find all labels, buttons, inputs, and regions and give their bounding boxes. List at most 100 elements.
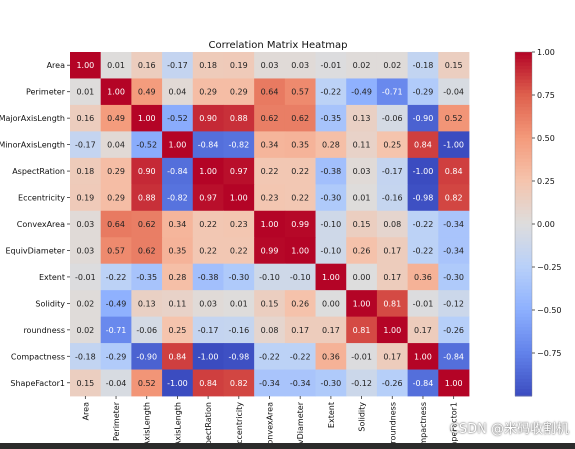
heatmap-cell xyxy=(223,210,255,238)
heatmap-cell xyxy=(315,104,347,132)
cell-value-label: 0.01 xyxy=(353,194,371,203)
heatmap-cell xyxy=(315,290,347,318)
cell-value-label: 0.28 xyxy=(322,141,340,150)
heatmap-cell xyxy=(100,316,132,344)
heatmap-cell xyxy=(100,131,132,159)
colorbar-segment xyxy=(515,258,532,263)
cell-value-label: -0.52 xyxy=(136,141,157,150)
heatmap-cell xyxy=(438,263,470,291)
colorbar-segment xyxy=(515,168,532,173)
heatmap-cell xyxy=(254,237,286,265)
cell-value-label: 0.01 xyxy=(230,299,248,308)
cell-value-label: 0.11 xyxy=(169,299,187,308)
heatmap-cell xyxy=(192,184,224,212)
heatmap-cell xyxy=(284,210,316,238)
colorbar-segment xyxy=(515,213,532,218)
heatmap-cell xyxy=(346,78,378,106)
cell-value-label: 1.00 xyxy=(445,379,463,388)
y-tick-label: Area xyxy=(47,61,66,70)
heatmap-cell xyxy=(284,316,316,344)
cell-value-label: 0.84 xyxy=(169,352,187,361)
heatmap-cell xyxy=(284,78,316,106)
heatmap-cell xyxy=(100,237,132,265)
colorbar-segment xyxy=(515,107,532,111)
cell-value-label: -0.84 xyxy=(413,379,434,388)
colorbar-segment xyxy=(515,165,532,170)
y-tick-label: Perimeter xyxy=(26,88,66,97)
heatmap-cell xyxy=(407,316,439,344)
cell-value-label: 1.00 xyxy=(199,167,217,176)
colorbar-segment xyxy=(515,155,532,160)
x-tick-label: ShapeFactor1 xyxy=(450,402,459,449)
heatmap-cell xyxy=(131,263,163,291)
cell-value-label: -0.34 xyxy=(290,379,311,388)
colorbar-tick-label: −0.50 xyxy=(537,306,562,315)
heatmap-cell xyxy=(131,290,163,318)
cell-value-label: 0.88 xyxy=(230,114,248,123)
cell-value-label: -0.30 xyxy=(321,379,342,388)
colorbar-segment xyxy=(515,241,532,246)
heatmap-cell xyxy=(223,316,255,344)
heatmap-cell xyxy=(376,157,409,185)
colorbar-segment xyxy=(515,279,532,283)
cell-value-label: 0.29 xyxy=(107,194,125,203)
cell-value-label: 0.34 xyxy=(169,220,187,229)
cell-value-label: -0.01 xyxy=(321,61,342,70)
cell-value-label: 0.57 xyxy=(291,88,309,97)
cell-value-label: -0.22 xyxy=(106,273,127,282)
cell-value-label: 0.52 xyxy=(445,114,463,123)
heatmap-cell xyxy=(315,184,347,212)
cell-value-label: 0.29 xyxy=(199,88,217,97)
cell-value-label: 0.22 xyxy=(199,220,217,229)
cell-value-label: 0.90 xyxy=(199,114,217,123)
heatmap-cell xyxy=(346,263,378,291)
cell-value-label: 0.19 xyxy=(76,194,94,203)
heatmap-cell xyxy=(284,52,316,79)
colorbar-segment xyxy=(515,52,532,56)
heatmap-cell xyxy=(254,104,286,132)
colorbar-segment xyxy=(515,337,532,342)
cell-value-label: -0.29 xyxy=(106,352,127,361)
colorbar-segment xyxy=(515,282,532,287)
heatmap-cell xyxy=(376,104,409,132)
cell-value-label: 0.97 xyxy=(199,194,217,203)
cell-value-label: -0.22 xyxy=(259,352,280,361)
cell-value-label: 0.23 xyxy=(230,220,248,229)
heatmap-cell xyxy=(315,343,347,370)
colorbar-segment xyxy=(515,131,532,136)
cell-value-label: 1.00 xyxy=(414,352,432,361)
heatmap-cell xyxy=(192,104,224,132)
cell-value-label: 0.64 xyxy=(107,220,125,229)
cell-value-label: 0.15 xyxy=(353,220,371,229)
colorbar-segment xyxy=(515,127,532,132)
colorbar-tick-label: −0.75 xyxy=(537,349,562,358)
colorbar-segment xyxy=(515,244,532,249)
heatmap-cell xyxy=(315,263,347,291)
heatmap-cell xyxy=(162,343,194,370)
heatmap-cell xyxy=(223,52,255,79)
heatmap-cell xyxy=(376,263,409,291)
cell-value-label: 0.84 xyxy=(445,167,463,176)
heatmap-cell xyxy=(70,104,102,132)
x-tick-label: MinorAxisLength xyxy=(173,402,182,449)
cell-value-label: 1.00 xyxy=(322,273,340,282)
cell-value-label: -0.16 xyxy=(382,194,403,203)
cell-value-label: 0.64 xyxy=(261,88,279,97)
cell-value-label: -1.00 xyxy=(443,141,464,150)
heatmap-cell xyxy=(254,369,286,397)
colorbar-segment xyxy=(515,144,532,149)
cell-value-label: 1.00 xyxy=(291,246,309,255)
colorbar-segment xyxy=(515,55,532,60)
heatmap-cell xyxy=(315,131,347,159)
colorbar-segment xyxy=(515,365,532,369)
heatmap-cell xyxy=(376,78,409,106)
heatmap-cell xyxy=(100,78,132,106)
cell-value-label: 0.88 xyxy=(138,194,156,203)
heatmap-cell xyxy=(284,104,316,132)
cell-value-label: 0.23 xyxy=(261,194,279,203)
heatmap-cell xyxy=(223,104,255,132)
heatmap-cell xyxy=(315,210,347,238)
cell-value-label: 0.82 xyxy=(230,379,248,388)
cell-value-label: -0.18 xyxy=(413,61,434,70)
heatmap-cell xyxy=(376,210,409,238)
